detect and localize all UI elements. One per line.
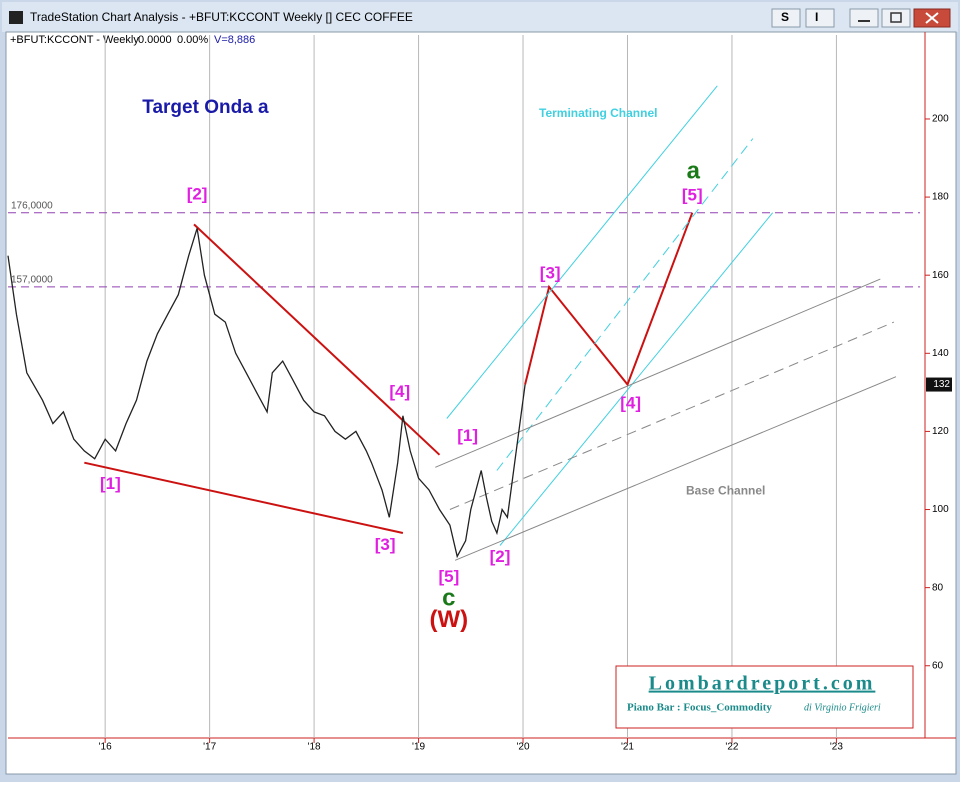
annotation: [5] — [682, 185, 703, 204]
x-tick-label: '19 — [412, 742, 425, 753]
chart-pane — [5, 31, 957, 775]
symbol-label: +BFUT:KCCONT - Weekly — [10, 34, 139, 46]
last-price-box — [926, 377, 952, 392]
y-tick-label: 100 — [932, 504, 949, 515]
projection-line — [193, 223, 441, 456]
annotation: [3] — [375, 535, 396, 554]
x-tick-label: '16 — [99, 742, 112, 753]
annotation: [5] — [438, 567, 459, 586]
x-tick-label: '22 — [725, 742, 738, 753]
app-icon — [9, 11, 23, 24]
toolbar-button[interactable]: S — [771, 8, 801, 28]
credit-box: Lombardreport.com Piano Bar : Focus_Comm… — [615, 665, 914, 729]
projection-line — [454, 376, 897, 561]
credit-author: di Virginio Frigieri — [804, 702, 881, 713]
plot-area: '16 '17 '18 '19 '20 '21 '22 '23 60 80 100 120 140 160… — [7, 35, 952, 753]
level-label: 157,0000 — [11, 275, 53, 286]
annotation: [2] — [490, 547, 511, 566]
projection-line — [435, 278, 881, 468]
button-label[interactable]: I — [815, 10, 818, 24]
x-tick-label: '23 — [830, 742, 843, 753]
projection-line — [524, 212, 694, 387]
close-icon — [925, 12, 939, 24]
maximize-icon — [890, 12, 902, 23]
projection-line — [446, 85, 718, 419]
y-tick-label: 80 — [932, 582, 944, 593]
annotation: c — [442, 585, 455, 612]
annotation: (W) — [430, 606, 469, 633]
annotation: Terminating Channel — [539, 106, 657, 120]
price-line — [7, 228, 526, 559]
y-tick-label: 140 — [932, 348, 949, 359]
last-price-label: 132 — [933, 379, 950, 390]
annotation: [1] — [100, 474, 121, 493]
projection-line — [496, 138, 754, 471]
annotation: [4] — [389, 382, 410, 401]
annotation: a — [687, 157, 701, 184]
credit-frame — [615, 665, 914, 729]
y-tick-label: 180 — [932, 192, 949, 203]
change-label: 0.0000 — [138, 34, 172, 46]
level-label: 176,0000 — [11, 200, 53, 211]
annotation: [2] — [187, 185, 208, 204]
button-label[interactable]: S — [781, 10, 789, 24]
window-title: TradeStation Chart Analysis - +BFUT:KCCO… — [30, 10, 413, 24]
percent-label: 0.00% — [177, 34, 208, 46]
x-tick-label: '20 — [517, 742, 530, 753]
maximize-button[interactable] — [881, 8, 911, 28]
button-frame[interactable] — [771, 8, 801, 28]
annotation: Base Channel — [686, 484, 765, 498]
annotation: [3] — [540, 264, 561, 283]
projection-line — [84, 461, 404, 534]
x-tick-label: '21 — [621, 742, 634, 753]
volume-label: V=8,886 — [214, 34, 255, 46]
y-tick-label: 160 — [932, 270, 949, 281]
x-tick-label: '18 — [308, 742, 321, 753]
projection-line — [449, 321, 895, 510]
projection-line — [499, 212, 774, 546]
button-frame[interactable] — [805, 8, 835, 28]
annotation: [4] — [620, 394, 641, 413]
annotation: Target Onda a — [142, 97, 269, 118]
toolbar-button[interactable]: I — [805, 8, 835, 28]
y-tick-label: 60 — [932, 660, 944, 671]
credit-site: Lombardreport.com — [649, 673, 876, 695]
y-tick-label: 120 — [932, 426, 949, 437]
minimize-button[interactable] — [849, 8, 879, 28]
x-tick-label: '17 — [203, 742, 216, 753]
y-tick-label: 200 — [932, 114, 949, 125]
credit-caption: Piano Bar : Focus_Commodity — [627, 702, 772, 714]
annotation: [1] — [457, 426, 478, 445]
